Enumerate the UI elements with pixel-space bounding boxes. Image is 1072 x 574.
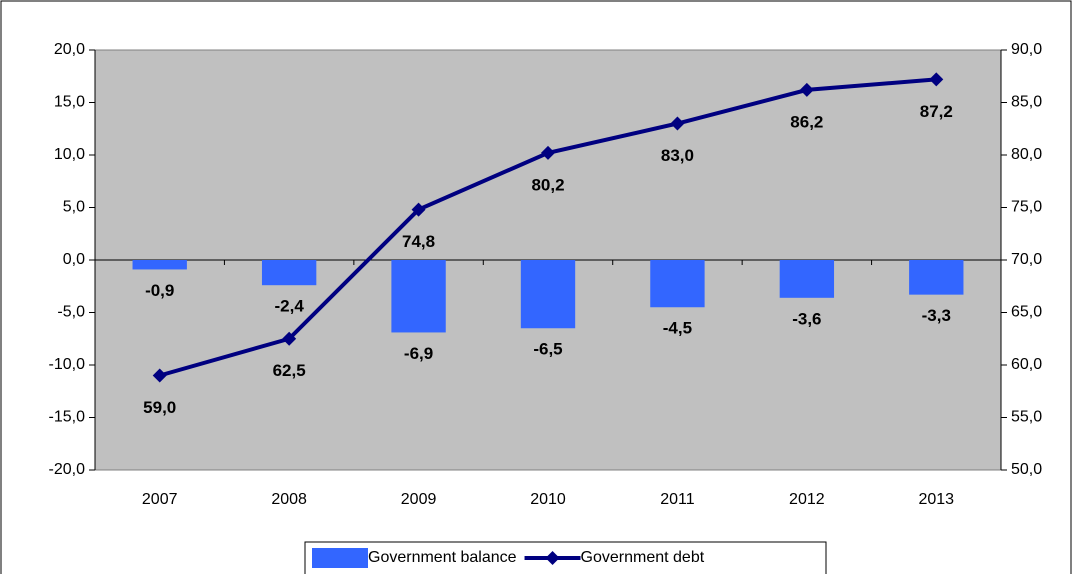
y-tick-label: 20,0 <box>54 41 85 58</box>
data-label: -6,9 <box>404 344 433 363</box>
y-tick-label: 10,0 <box>54 146 85 163</box>
y2-tick-label: 70,0 <box>1011 251 1042 268</box>
x-tick-label: 2010 <box>530 491 566 508</box>
x-tick-label: 2011 <box>660 491 695 508</box>
x-tick-label: 2009 <box>401 491 437 508</box>
bar <box>132 260 187 270</box>
bar <box>391 260 446 333</box>
x-tick-label: 2008 <box>271 491 307 508</box>
marker <box>670 116 685 131</box>
bar <box>520 260 576 329</box>
legend-label: Government debt <box>581 549 705 566</box>
bar <box>779 260 835 298</box>
data-label: 62,5 <box>273 361 306 380</box>
y-tick-label: -10,0 <box>49 356 86 373</box>
marker <box>541 145 555 160</box>
y2-tick-label: 50,0 <box>1011 461 1042 478</box>
data-label: -2,4 <box>274 297 304 316</box>
bar <box>650 260 705 308</box>
data-label: -0,9 <box>145 281 174 300</box>
legend-label: Government balance <box>368 549 517 566</box>
y-tick-label: 0,0 <box>63 251 85 268</box>
y2-tick-label: 90,0 <box>1011 41 1042 58</box>
y-tick-label: -20,0 <box>49 461 86 478</box>
marker <box>152 368 167 383</box>
y2-tick-label: 80,0 <box>1011 146 1042 163</box>
marker <box>282 331 297 346</box>
marker <box>799 82 814 97</box>
bar <box>909 260 964 295</box>
x-tick-label: 2013 <box>918 491 954 508</box>
y2-tick-label: 60,0 <box>1011 356 1042 373</box>
y-tick-label: 5,0 <box>63 199 85 216</box>
y2-tick-label: 65,0 <box>1011 304 1042 321</box>
data-label: -6,5 <box>533 340 562 359</box>
data-label: 83,0 <box>661 146 694 165</box>
data-label: 80,2 <box>531 175 564 194</box>
data-label: 86,2 <box>790 112 823 131</box>
y2-tick-label: 55,0 <box>1011 409 1042 426</box>
data-label: -3,3 <box>922 306 951 325</box>
data-label: 59,0 <box>143 398 176 417</box>
data-label: 74,8 <box>402 232 435 251</box>
y2-tick-label: 75,0 <box>1011 199 1042 216</box>
y-tick-label: -15,0 <box>49 409 86 426</box>
legend-swatch <box>545 551 560 565</box>
data-label: 87,2 <box>920 102 953 121</box>
x-tick-label: 2012 <box>789 491 825 508</box>
data-label: -3,6 <box>792 309 821 328</box>
marker <box>411 202 426 217</box>
y2-tick-label: 85,0 <box>1011 94 1042 111</box>
y-tick-label: 15,0 <box>54 94 85 111</box>
marker <box>929 72 944 87</box>
bar <box>261 260 317 286</box>
legend-swatch <box>312 548 368 568</box>
y-tick-label: -5,0 <box>57 304 85 321</box>
x-tick-label: 2007 <box>142 491 178 508</box>
data-label: -4,5 <box>663 319 692 338</box>
